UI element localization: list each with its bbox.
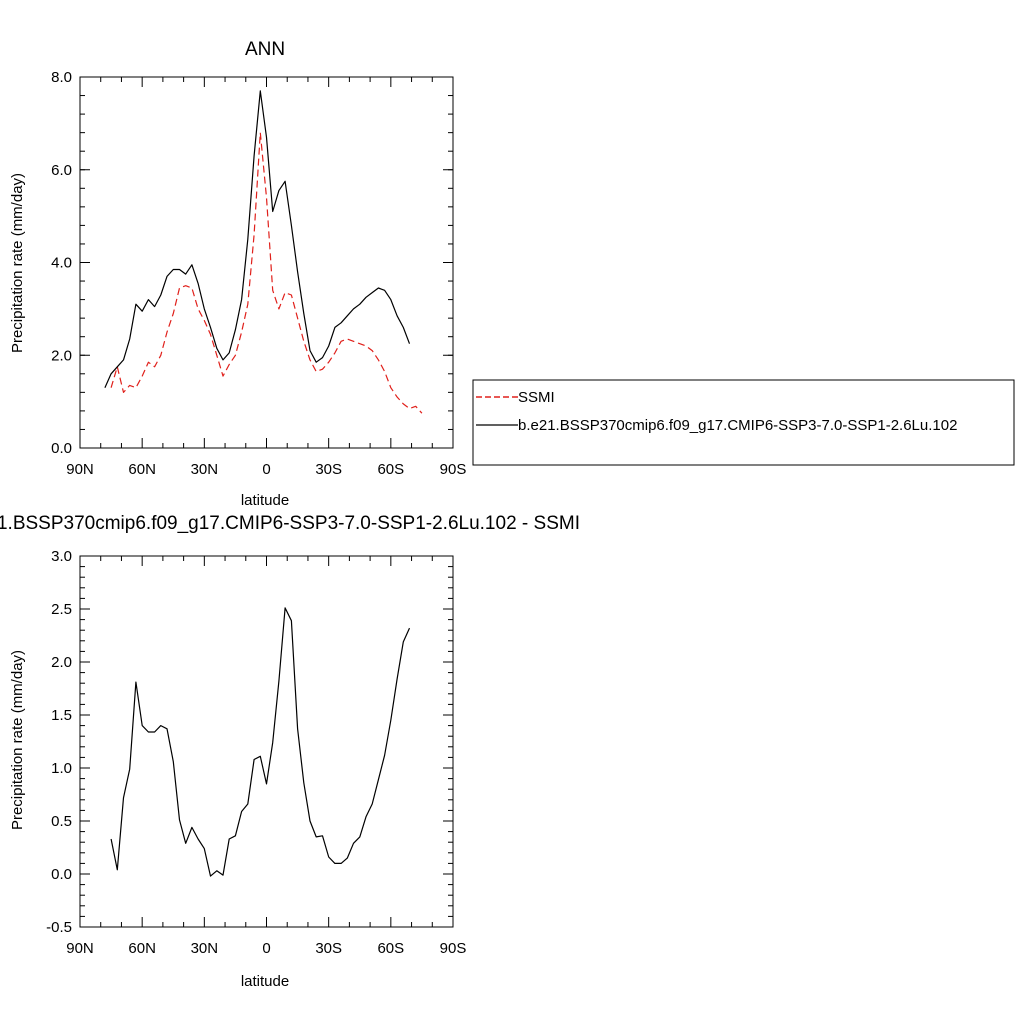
- x-tick-label: 30N: [191, 461, 219, 478]
- x-tick-label: 60N: [128, 461, 156, 478]
- y-tick-label: 2.0: [51, 347, 72, 364]
- legend-box: [472, 379, 1015, 466]
- x-axis-label: latitude: [241, 973, 289, 990]
- x-tick-label: 90S: [440, 940, 467, 957]
- series-line-model: [104, 90, 411, 388]
- y-tick-label: 0.5: [51, 813, 72, 830]
- x-tick-label: 90S: [440, 461, 467, 478]
- x-tick-label: 30S: [315, 940, 342, 957]
- legend-entry-ssmi: SSMI: [518, 389, 555, 406]
- legend-entry-model: b.e21.BSSP370cmip6.f09_g17.CMIP6-SSP3-7.…: [518, 417, 957, 434]
- y-tick-label: 4.0: [51, 255, 72, 272]
- y-tick-label: 6.0: [51, 162, 72, 179]
- y-tick-label: 2.0: [51, 654, 72, 671]
- y-tick-label: 1.0: [51, 760, 72, 777]
- x-axis-label: latitude: [241, 492, 289, 509]
- x-tick-label: 60S: [377, 461, 404, 478]
- legend: SSMI b.e21.BSSP370cmip6.f09_g17.CMIP6-SS…: [472, 379, 1015, 466]
- x-tick-label: 90N: [66, 940, 94, 957]
- tick-labels: 90N 60N 30N 0 30S 60S 90S -0.5 0.0 0.5 1.0 1.5 2.0 2.…: [46, 548, 466, 957]
- plot-frame: [79, 555, 454, 928]
- y-axis-label: Precipitation rate (mm/day): [9, 173, 26, 353]
- chart-title: b.e21.BSSP370cmip6.f09_g17.CMIP6-SSP3-7.…: [0, 513, 580, 534]
- series-lines: [104, 90, 423, 414]
- y-tick-label: 8.0: [51, 69, 72, 86]
- series-line-ssmi: [110, 132, 423, 414]
- bottom-chart: b.e21.BSSP370cmip6.f09_g17.CMIP6-SSP3-7.…: [0, 513, 580, 990]
- x-tick-label: 60N: [128, 940, 156, 957]
- tick-marks: [79, 555, 454, 928]
- series-lines: [110, 607, 411, 877]
- y-tick-label: 0.0: [51, 866, 72, 883]
- chart-title: ANN: [245, 39, 285, 60]
- x-tick-label: 0: [262, 461, 270, 478]
- top-chart: ANN latitude Precipitation rate (mm/day)…: [9, 39, 466, 509]
- x-tick-label: 90N: [66, 461, 94, 478]
- x-tick-label: 30S: [315, 461, 342, 478]
- y-tick-label: 3.0: [51, 548, 72, 565]
- y-tick-label: 1.5: [51, 707, 72, 724]
- plot-frame: [79, 76, 454, 449]
- series-line-difference: [110, 607, 411, 877]
- x-tick-label: 30N: [191, 940, 219, 957]
- tick-labels: 90N 60N 30N 0 30S 60S 90S 0.0 2.0 4.0 6.0 8.0: [51, 69, 466, 478]
- y-axis-label: Precipitation rate (mm/day): [9, 650, 26, 830]
- tick-marks: [79, 76, 454, 449]
- x-tick-label: 60S: [377, 940, 404, 957]
- y-tick-label: -0.5: [46, 919, 72, 936]
- y-tick-label: 2.5: [51, 601, 72, 618]
- y-tick-label: 0.0: [51, 440, 72, 457]
- x-tick-label: 0: [262, 940, 270, 957]
